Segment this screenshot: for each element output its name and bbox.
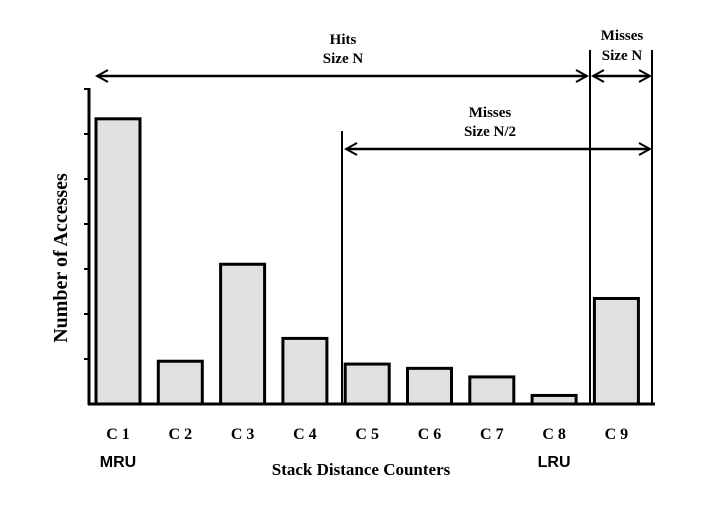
- bar-5: [343, 362, 391, 406]
- x-axis-title: Stack Distance Counters: [272, 460, 451, 479]
- misses-size-n2-label-1: Misses: [469, 105, 512, 121]
- axes-layer: [84, 88, 655, 406]
- x-tick-label: C 2: [169, 426, 193, 443]
- bar-4: [281, 336, 329, 406]
- bar-6: [406, 366, 453, 406]
- x-tick-label: C 4: [293, 426, 317, 443]
- bar-7: [468, 375, 516, 406]
- x-tick-label: C 3: [231, 426, 255, 443]
- misses-size-n-label-2: Size N: [602, 48, 643, 64]
- labels-layer: C 1 C 2 C 3 C 4 C 5 C 6 C 7 C 8 C 9 MRU LRU: [100, 426, 628, 471]
- x-tick-label: C 6: [418, 426, 442, 443]
- bar-1: [94, 117, 142, 406]
- x-tick-label: C 9: [605, 426, 629, 443]
- bar-9: [592, 296, 640, 406]
- position-label-lru: LRU: [538, 454, 571, 471]
- hits-size-n-label-1: Hits: [330, 32, 357, 48]
- x-tick-label: C 7: [480, 426, 504, 443]
- hits-size-n-label-2: Size N: [323, 51, 364, 67]
- misses-size-n2-label-2: Size N/2: [464, 124, 516, 140]
- x-tick-label: C 1: [106, 426, 130, 443]
- misses-size-n-label-1: Misses: [601, 28, 644, 44]
- x-tick-label: C 5: [355, 426, 379, 443]
- bar-3: [219, 262, 267, 406]
- annotation-layer: Hits Size N Misses Size N/2 Misses Size N: [97, 28, 653, 404]
- bar-2: [156, 359, 204, 406]
- bars-layer: [94, 117, 640, 406]
- position-label-mru: MRU: [100, 454, 136, 471]
- y-axis-title: Number of Accesses: [50, 173, 72, 343]
- x-tick-label: C 8: [542, 426, 566, 443]
